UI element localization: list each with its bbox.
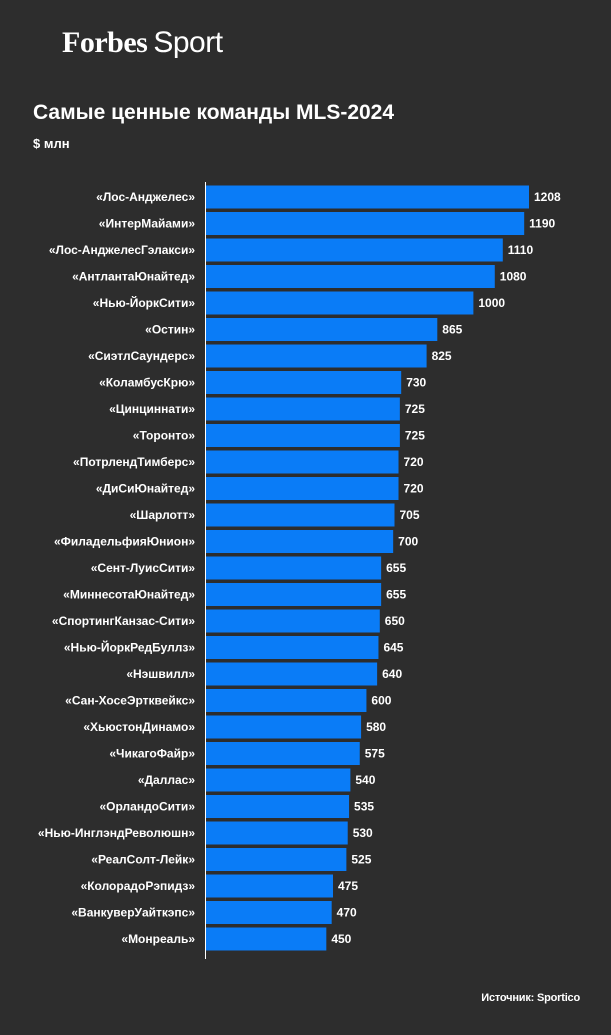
value-label: 725 [405, 429, 425, 443]
category-label: «ЧикагоФайр» [109, 747, 195, 761]
category-label: «Нэшвилл» [126, 667, 195, 681]
bar-15 [206, 583, 382, 606]
category-label: «ХьюстонДинамо» [83, 720, 195, 734]
bar-3 [206, 265, 495, 288]
logo-section: Sport [153, 26, 223, 59]
category-label: «СиэтлСаундерс» [88, 349, 195, 363]
category-label: «КоламбусКрю» [99, 376, 195, 390]
value-label: 530 [353, 826, 373, 840]
category-label: «ПотрлендТимберс» [73, 455, 195, 469]
category-label: «Нью-ИнглэндРеволюшн» [38, 826, 195, 840]
value-label: 475 [338, 879, 358, 893]
bar-13 [206, 530, 394, 553]
value-label: 535 [354, 800, 374, 814]
value-label: 720 [404, 455, 424, 469]
category-label: «ОрландоСити» [99, 800, 195, 814]
bar-23 [206, 795, 350, 818]
category-label: «Сент-ЛуисСити» [91, 561, 196, 575]
value-label: 650 [385, 614, 405, 628]
category-label: «Остин» [145, 323, 195, 337]
value-label: 640 [382, 667, 402, 681]
bar-2 [206, 238, 503, 262]
category-label: «Нью-ЙоркРедБуллз» [64, 640, 195, 655]
value-label: 1190 [529, 217, 555, 231]
value-label: 865 [442, 323, 462, 337]
bar-5 [206, 318, 438, 341]
bar-7 [206, 371, 402, 394]
value-label: 720 [404, 482, 424, 496]
value-label: 1208 [534, 190, 561, 204]
chart-title: Самые ценные команды MLS-2024 [33, 101, 395, 124]
value-label: 470 [337, 906, 357, 920]
bar-21 [206, 742, 360, 765]
bar-24 [206, 821, 348, 845]
bars-layer: «Лос-Анджелес» 1208 «ИнтерМайами» 1190 «Лос-… [38, 185, 561, 951]
value-label: 575 [365, 747, 385, 761]
bar-16 [206, 609, 380, 633]
category-label: «Монреаль» [121, 932, 195, 946]
bar-0 [206, 185, 529, 209]
value-label: 655 [386, 561, 406, 575]
chart-subtitle: $ млн [33, 136, 70, 151]
bar-19 [206, 689, 367, 712]
value-label: 580 [366, 720, 386, 734]
bar-6 [206, 344, 427, 368]
forbes-sport-logo: Forbes Sport [62, 26, 223, 60]
category-label: «РеалСолт-Лейк» [91, 853, 195, 867]
value-label: 655 [386, 588, 406, 602]
value-label: 1000 [478, 296, 505, 310]
category-label: «ДиСиЮнайтед» [96, 482, 195, 496]
category-label: «АнтлантаЮнайтед» [72, 270, 195, 284]
bar-12 [206, 503, 395, 527]
source-note: Источник: Sportico [481, 992, 580, 1004]
value-label: 725 [405, 402, 425, 416]
category-label: «Торонто» [133, 429, 196, 443]
value-label: 540 [355, 773, 375, 787]
category-label: «Шарлотт» [130, 508, 196, 522]
bar-25 [206, 848, 347, 871]
bar-14 [206, 556, 382, 580]
bar-27 [206, 901, 332, 924]
category-label: «КолорадоРэпидз» [81, 879, 196, 893]
bar-28 [206, 927, 327, 951]
value-label: 730 [406, 376, 426, 390]
value-label: 700 [398, 535, 418, 549]
category-label: «СпортингКанзас-Сити» [52, 614, 195, 628]
value-label: 825 [432, 349, 452, 363]
bar-20 [206, 715, 362, 739]
bar-8 [206, 397, 400, 421]
value-label: 450 [331, 932, 351, 946]
category-label: «Нью-ЙоркСити» [93, 295, 196, 310]
category-label: «ФиладельфияЮнион» [54, 535, 195, 549]
value-label: 525 [351, 853, 371, 867]
bar-18 [206, 662, 378, 686]
category-label: «Лос-Анджелес» [96, 190, 195, 204]
category-label: «ВанкуверУайткэпс» [71, 906, 195, 920]
category-label: «Лос-АнджелесГэлакси» [49, 243, 195, 257]
logo-brand: Forbes [62, 26, 148, 59]
category-label: «ИнтерМайами» [99, 217, 196, 231]
bar-22 [206, 768, 351, 792]
bar-17 [206, 636, 379, 659]
value-label: 1110 [508, 243, 534, 257]
bar-26 [206, 874, 334, 898]
category-label: «МиннесотаЮнайтед» [63, 588, 195, 602]
category-label: «Даллас» [138, 773, 195, 787]
category-label: «Сан-ХосеЭртквейкс» [65, 694, 195, 708]
bar-11 [206, 477, 399, 500]
value-label: 1080 [500, 270, 527, 284]
bar-4 [206, 291, 474, 315]
value-label: 600 [371, 694, 391, 708]
bar-10 [206, 450, 399, 474]
bar-1 [206, 212, 525, 235]
value-label: 705 [400, 508, 420, 522]
bar-9 [206, 424, 400, 447]
category-label: «Цинциннати» [109, 402, 195, 416]
value-label: 645 [383, 641, 403, 655]
